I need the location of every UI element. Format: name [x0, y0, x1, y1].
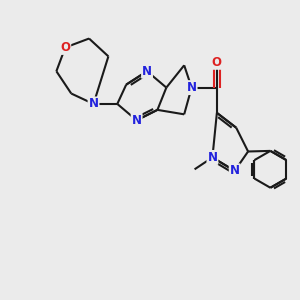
Text: N: N: [88, 98, 98, 110]
Text: N: N: [142, 65, 152, 78]
Text: N: N: [187, 81, 196, 94]
Text: N: N: [132, 114, 142, 127]
Text: O: O: [212, 56, 222, 69]
Text: N: N: [207, 151, 218, 164]
Text: O: O: [60, 41, 70, 54]
Text: N: N: [230, 164, 240, 177]
